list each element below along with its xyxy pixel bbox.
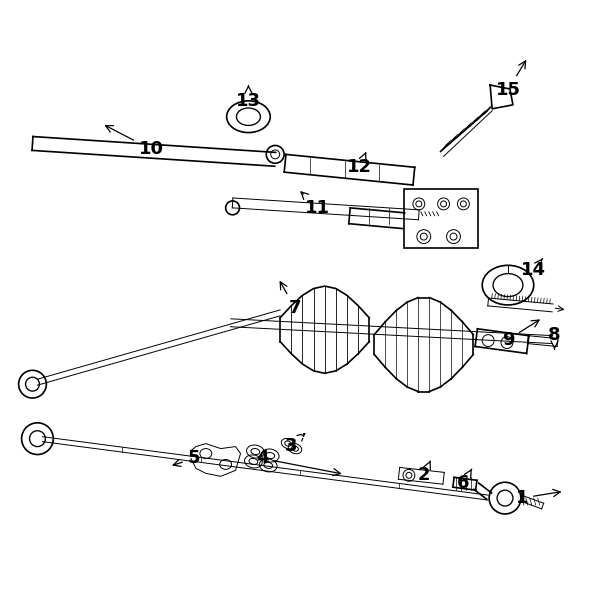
Text: 14: 14 (521, 259, 546, 280)
Text: 10: 10 (106, 126, 164, 159)
Text: 3: 3 (285, 433, 305, 455)
Text: 8: 8 (548, 325, 561, 349)
Text: 9: 9 (502, 320, 539, 349)
Text: 15: 15 (496, 61, 526, 99)
Text: 6: 6 (457, 469, 472, 492)
Text: 5: 5 (173, 449, 200, 467)
Text: 11: 11 (301, 192, 330, 217)
Text: 2: 2 (418, 461, 431, 485)
Bar (404, 189, 478, 249)
Polygon shape (490, 85, 513, 109)
Text: 13: 13 (236, 86, 261, 110)
Text: 12: 12 (347, 153, 372, 176)
Text: 4: 4 (256, 449, 340, 476)
Text: 1: 1 (516, 489, 560, 507)
Text: 7: 7 (280, 282, 301, 317)
